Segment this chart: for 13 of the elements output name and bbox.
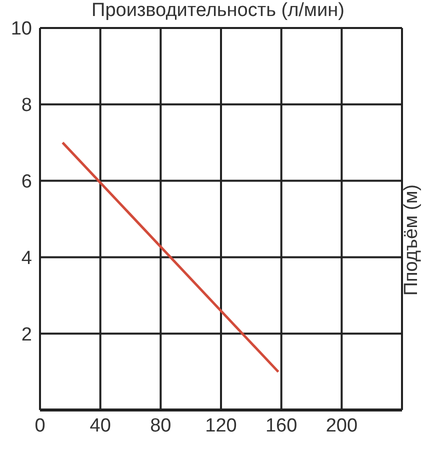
x-tick-label: 160 xyxy=(265,415,298,436)
y-tick-label: 8 xyxy=(21,95,32,116)
x-axis-title: Производительность (л/мин) xyxy=(90,0,346,22)
y-tick-label: 4 xyxy=(21,248,32,269)
x-tick-label: 120 xyxy=(205,415,237,436)
y-tick-label: 10 xyxy=(10,18,32,40)
y-axis-title: Пподъём (м) xyxy=(401,184,423,296)
x-tick-label: 200 xyxy=(326,415,358,436)
x-tick-label: 80 xyxy=(150,415,172,436)
x-tick-label: 0 xyxy=(34,415,46,436)
x-tick-label: 40 xyxy=(90,415,111,436)
y-tick-label: 6 xyxy=(21,172,32,193)
y-tick-label: 2 xyxy=(21,324,32,346)
